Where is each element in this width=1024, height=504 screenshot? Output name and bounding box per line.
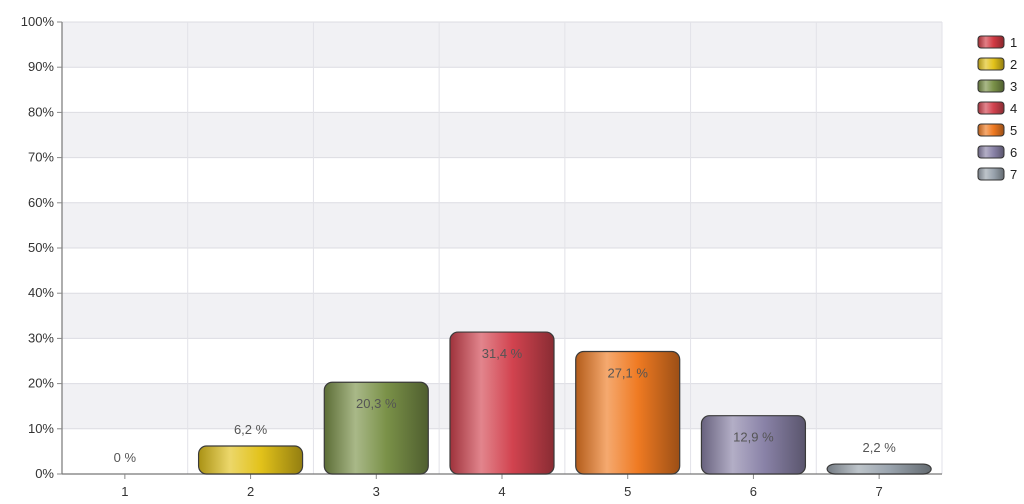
data-label-3: 20,3 % [356, 396, 397, 411]
bar-2 [199, 446, 303, 474]
data-label-6: 12,9 % [733, 430, 774, 445]
legend-label-4: 4 [1010, 101, 1017, 116]
x-tick-label: 5 [624, 484, 631, 499]
x-axis-ticks: 1 2 3 4 5 6 7 [121, 474, 883, 499]
legend-swatch-2 [978, 58, 1004, 70]
y-tick-label: 50% [28, 240, 54, 255]
x-tick-label: 4 [498, 484, 505, 499]
y-tick-label: 20% [28, 376, 54, 391]
y-tick-label: 70% [28, 150, 54, 165]
y-tick-label: 60% [28, 195, 54, 210]
legend-label-6: 6 [1010, 145, 1017, 160]
grid-band [62, 248, 942, 293]
y-tick-label: 100% [21, 14, 55, 29]
bar-7 [827, 464, 931, 474]
data-label-5: 27,1 % [607, 366, 648, 381]
x-tick-label: 6 [750, 484, 757, 499]
data-label-1: 0 % [114, 450, 137, 465]
legend-swatch-6 [978, 146, 1004, 158]
data-label-4: 31,4 % [482, 346, 523, 361]
legend-swatch-3 [978, 80, 1004, 92]
y-tick-label: 30% [28, 330, 54, 345]
y-axis-ticks: 0% 10% 20% 30% 40% 50% 60% 70% 80% 90% 100% [21, 14, 62, 481]
legend-swatch-4 [978, 102, 1004, 114]
data-label-2: 6,2 % [234, 422, 268, 437]
legend: 1 2 3 4 5 6 7 [978, 35, 1017, 182]
legend-swatch-5 [978, 124, 1004, 136]
x-tick-label: 3 [373, 484, 380, 499]
legend-label-1: 1 [1010, 35, 1017, 50]
legend-label-7: 7 [1010, 167, 1017, 182]
y-tick-label: 40% [28, 285, 54, 300]
legend-label-5: 5 [1010, 123, 1017, 138]
grid-band [62, 67, 942, 112]
bar-6 [701, 416, 805, 474]
grid-band [62, 112, 942, 157]
y-tick-label: 0% [35, 466, 54, 481]
x-tick-label: 1 [121, 484, 128, 499]
legend-label-3: 3 [1010, 79, 1017, 94]
y-tick-label: 90% [28, 59, 54, 74]
legend-swatch-1 [978, 36, 1004, 48]
legend-label-2: 2 [1010, 57, 1017, 72]
y-tick-label: 10% [28, 421, 54, 436]
x-tick-label: 2 [247, 484, 254, 499]
x-tick-label: 7 [876, 484, 883, 499]
legend-swatch-7 [978, 168, 1004, 180]
grid-band [62, 22, 942, 67]
data-label-7: 2,2 % [863, 440, 897, 455]
grid-band [62, 158, 942, 203]
y-tick-label: 80% [28, 104, 54, 119]
grid-band [62, 203, 942, 248]
